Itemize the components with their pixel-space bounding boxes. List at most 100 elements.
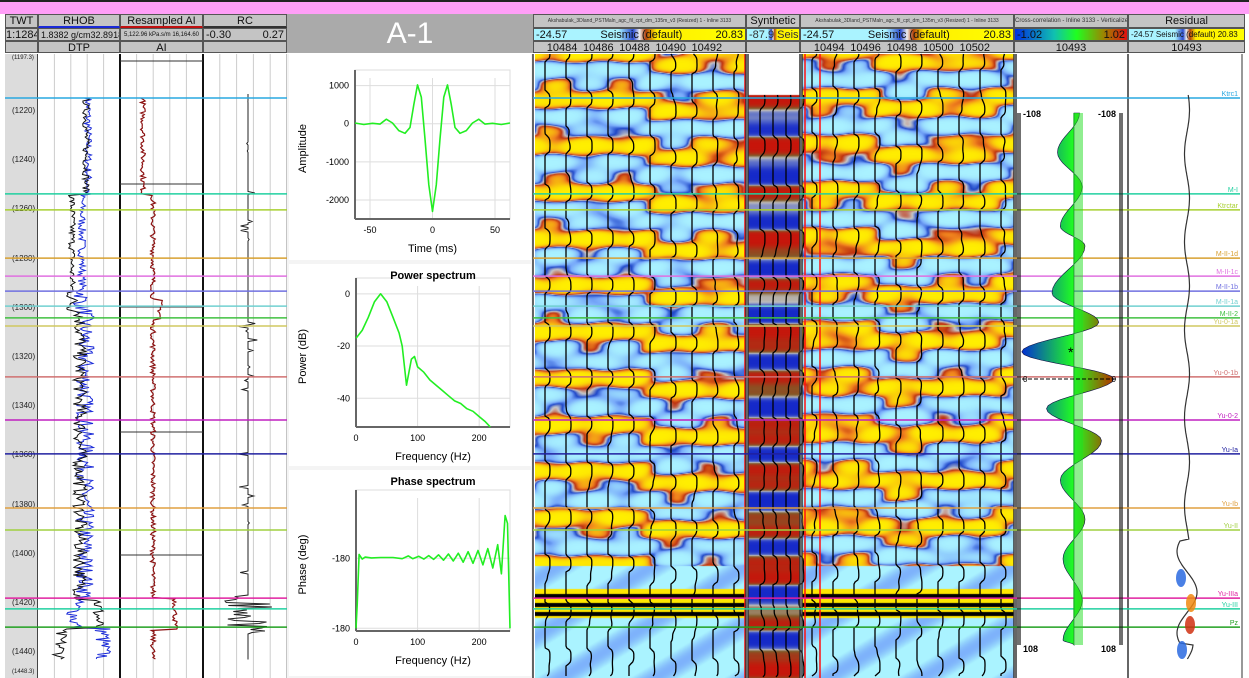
y-tick-label: -20: [337, 341, 350, 351]
cbar-max: 1.02: [1103, 29, 1125, 41]
seismic-trace-wiggle: [772, 94, 779, 678]
horizon-label: Yu-II: [1224, 523, 1238, 530]
seismic-right-trace-numbers: 10494 10496 10498 10500 10502: [800, 41, 1014, 53]
seismic-trace-wiggle: [785, 94, 792, 678]
seismic-left-title[interactable]: Akshabulak_3Dland_PSTMaln_agc_fil_cpt_dm…: [533, 14, 746, 28]
x-axis-label: Frequency (Hz): [395, 655, 471, 667]
seismic-trace-wiggle: [733, 53, 740, 677]
cbar-max: 20.83: [983, 29, 1011, 41]
horizon-label: M-II-1b: [1216, 284, 1238, 291]
seismic-trace-wiggle: [958, 53, 965, 677]
time-tick-label: (1340): [12, 401, 36, 411]
seismic-left-image[interactable]: [535, 54, 746, 678]
cbar-name: Seismic (default): [867, 29, 950, 41]
x-tick-label: 0: [430, 225, 435, 235]
ai-header[interactable]: Resampled AI: [120, 14, 203, 28]
trace-number: 10488: [619, 42, 650, 53]
time-tick-label: (1420): [12, 598, 36, 607]
chart-panel: [289, 54, 531, 260]
seismic-trace-wiggle: [586, 53, 593, 677]
time-track[interactable]: (1197.3) (1448.3) (1220) (1240) (1260) (128…: [5, 54, 38, 678]
twt-sub: [5, 41, 38, 53]
seismic-trace-wiggle: [937, 53, 944, 677]
x-tick-label: 0: [353, 433, 358, 443]
zero-lag-label: 0: [1112, 375, 1117, 384]
horizon-label: Pz: [1230, 620, 1239, 627]
horizon-label: Yu-0-1a: [1213, 319, 1238, 326]
y-tick-label: 0: [345, 289, 350, 299]
seismic-left-colorbar[interactable]: -24.57 Seismic (default) 20.83: [533, 28, 746, 41]
synthetic-sub: [746, 41, 800, 53]
dtp-curve: [65, 97, 112, 660]
residual-lobe: [1186, 594, 1196, 612]
lag-top-label: -108: [1098, 109, 1116, 119]
trace-number: 10484: [546, 42, 578, 53]
xcorr-trace: 10493: [1014, 41, 1128, 53]
rhob-min: 1.8382 g/cm3: [41, 30, 96, 40]
chart-title: Phase spectrum: [391, 476, 476, 488]
seismic-trace-wiggle: [895, 53, 902, 677]
xcorr-frame: [1017, 113, 1123, 645]
chart-title: Power spectrum: [390, 270, 476, 282]
horizon-label: M-II-1d: [1216, 251, 1238, 258]
seismic-right-colorbar[interactable]: -24.57 Seismic (default) 20.83: [800, 28, 1014, 41]
top-toolbar-bar: [0, 0, 1249, 14]
time-tick-label: (1320): [12, 352, 36, 361]
time-tick-label: (1300): [12, 302, 36, 312]
seismic-trace-wiggle: [759, 94, 766, 678]
seismic-trace-wiggle: [979, 53, 986, 677]
horizon-label: Yu-0-2: [1217, 413, 1238, 420]
cbar-name: Seismic (default): [600, 29, 683, 41]
residual-header[interactable]: Residual: [1128, 14, 1245, 28]
xcorr-colorbar[interactable]: -1.02 1.02: [1014, 28, 1128, 41]
max-correlation-marker: *: [1068, 344, 1074, 360]
series-line: [354, 84, 511, 213]
seismic-right-image[interactable]: [802, 54, 1014, 678]
seismic-trace-wiggle: [670, 53, 677, 677]
lag-top-label: -108: [1023, 109, 1041, 119]
horizon-label: M-II-1a: [1216, 299, 1238, 306]
x-axis-label: Frequency (Hz): [395, 451, 471, 463]
y-tick-label: 0: [344, 119, 349, 129]
seismic-trace-wiggle: [607, 53, 614, 677]
trace-number: 10494: [813, 42, 845, 53]
seismic-trace-wiggle: [628, 53, 635, 676]
y-tick-label: -2000: [326, 195, 349, 205]
x-tick-label: 200: [472, 433, 487, 443]
time-tick-label: (1240): [12, 155, 36, 165]
seismic-trace-wiggle: [916, 53, 923, 676]
xcorr-title[interactable]: Cross-correlation - Inline 3133 - Vertic…: [1014, 14, 1128, 28]
seismic-trace-wiggle: [565, 53, 572, 676]
rc-header[interactable]: RC: [203, 14, 287, 28]
rhob-header[interactable]: RHOB: [38, 14, 120, 28]
residual-lobe: [1185, 616, 1195, 634]
x-tick-label: 100: [410, 433, 425, 443]
horizon-label: M-II-1c: [1216, 269, 1238, 276]
dtp-header[interactable]: DTP: [38, 41, 120, 53]
synthetic-colorbar[interactable]: -87.9 Seismic 79.8: [746, 28, 800, 41]
trace-number: 10496: [850, 42, 881, 53]
horizon-label: Yu-Ib: [1222, 501, 1238, 508]
ai-curve: [138, 97, 179, 660]
seismic-right-title[interactable]: Akshabulak_3Dland_PSTMaln_agc_fil_cpt_dm…: [800, 14, 1014, 28]
y-axis-label: Phase (deg): [297, 535, 309, 595]
synthetic-header[interactable]: Synthetic: [746, 14, 800, 28]
trace-number: 10500: [923, 42, 954, 53]
residual-lobe: [1176, 569, 1186, 587]
residual-colorbar[interactable]: -24.57 Seismic (default) 20.83: [1128, 28, 1245, 41]
y-tick-label: -180: [332, 553, 350, 563]
cbar-max: 20.83: [715, 29, 743, 41]
cbar-min: -24.57: [803, 29, 835, 41]
horizon-label: Yu-Ia: [1222, 447, 1238, 454]
x-tick-label: 200: [472, 637, 487, 647]
ai-sub-header[interactable]: AI: [120, 41, 203, 53]
well-title: A-1: [287, 14, 533, 53]
horizon-label: Yu-IIIa: [1218, 591, 1238, 598]
time-tick-label: (1440): [12, 647, 36, 657]
twt-scale[interactable]: 1:1284: [5, 28, 38, 41]
horizon-label: Ktrc1: [1222, 91, 1238, 98]
y-tick-label: -180: [332, 623, 350, 633]
time-top-label: (1197.3): [12, 55, 34, 61]
seismic-trace-wiggle: [712, 53, 719, 677]
